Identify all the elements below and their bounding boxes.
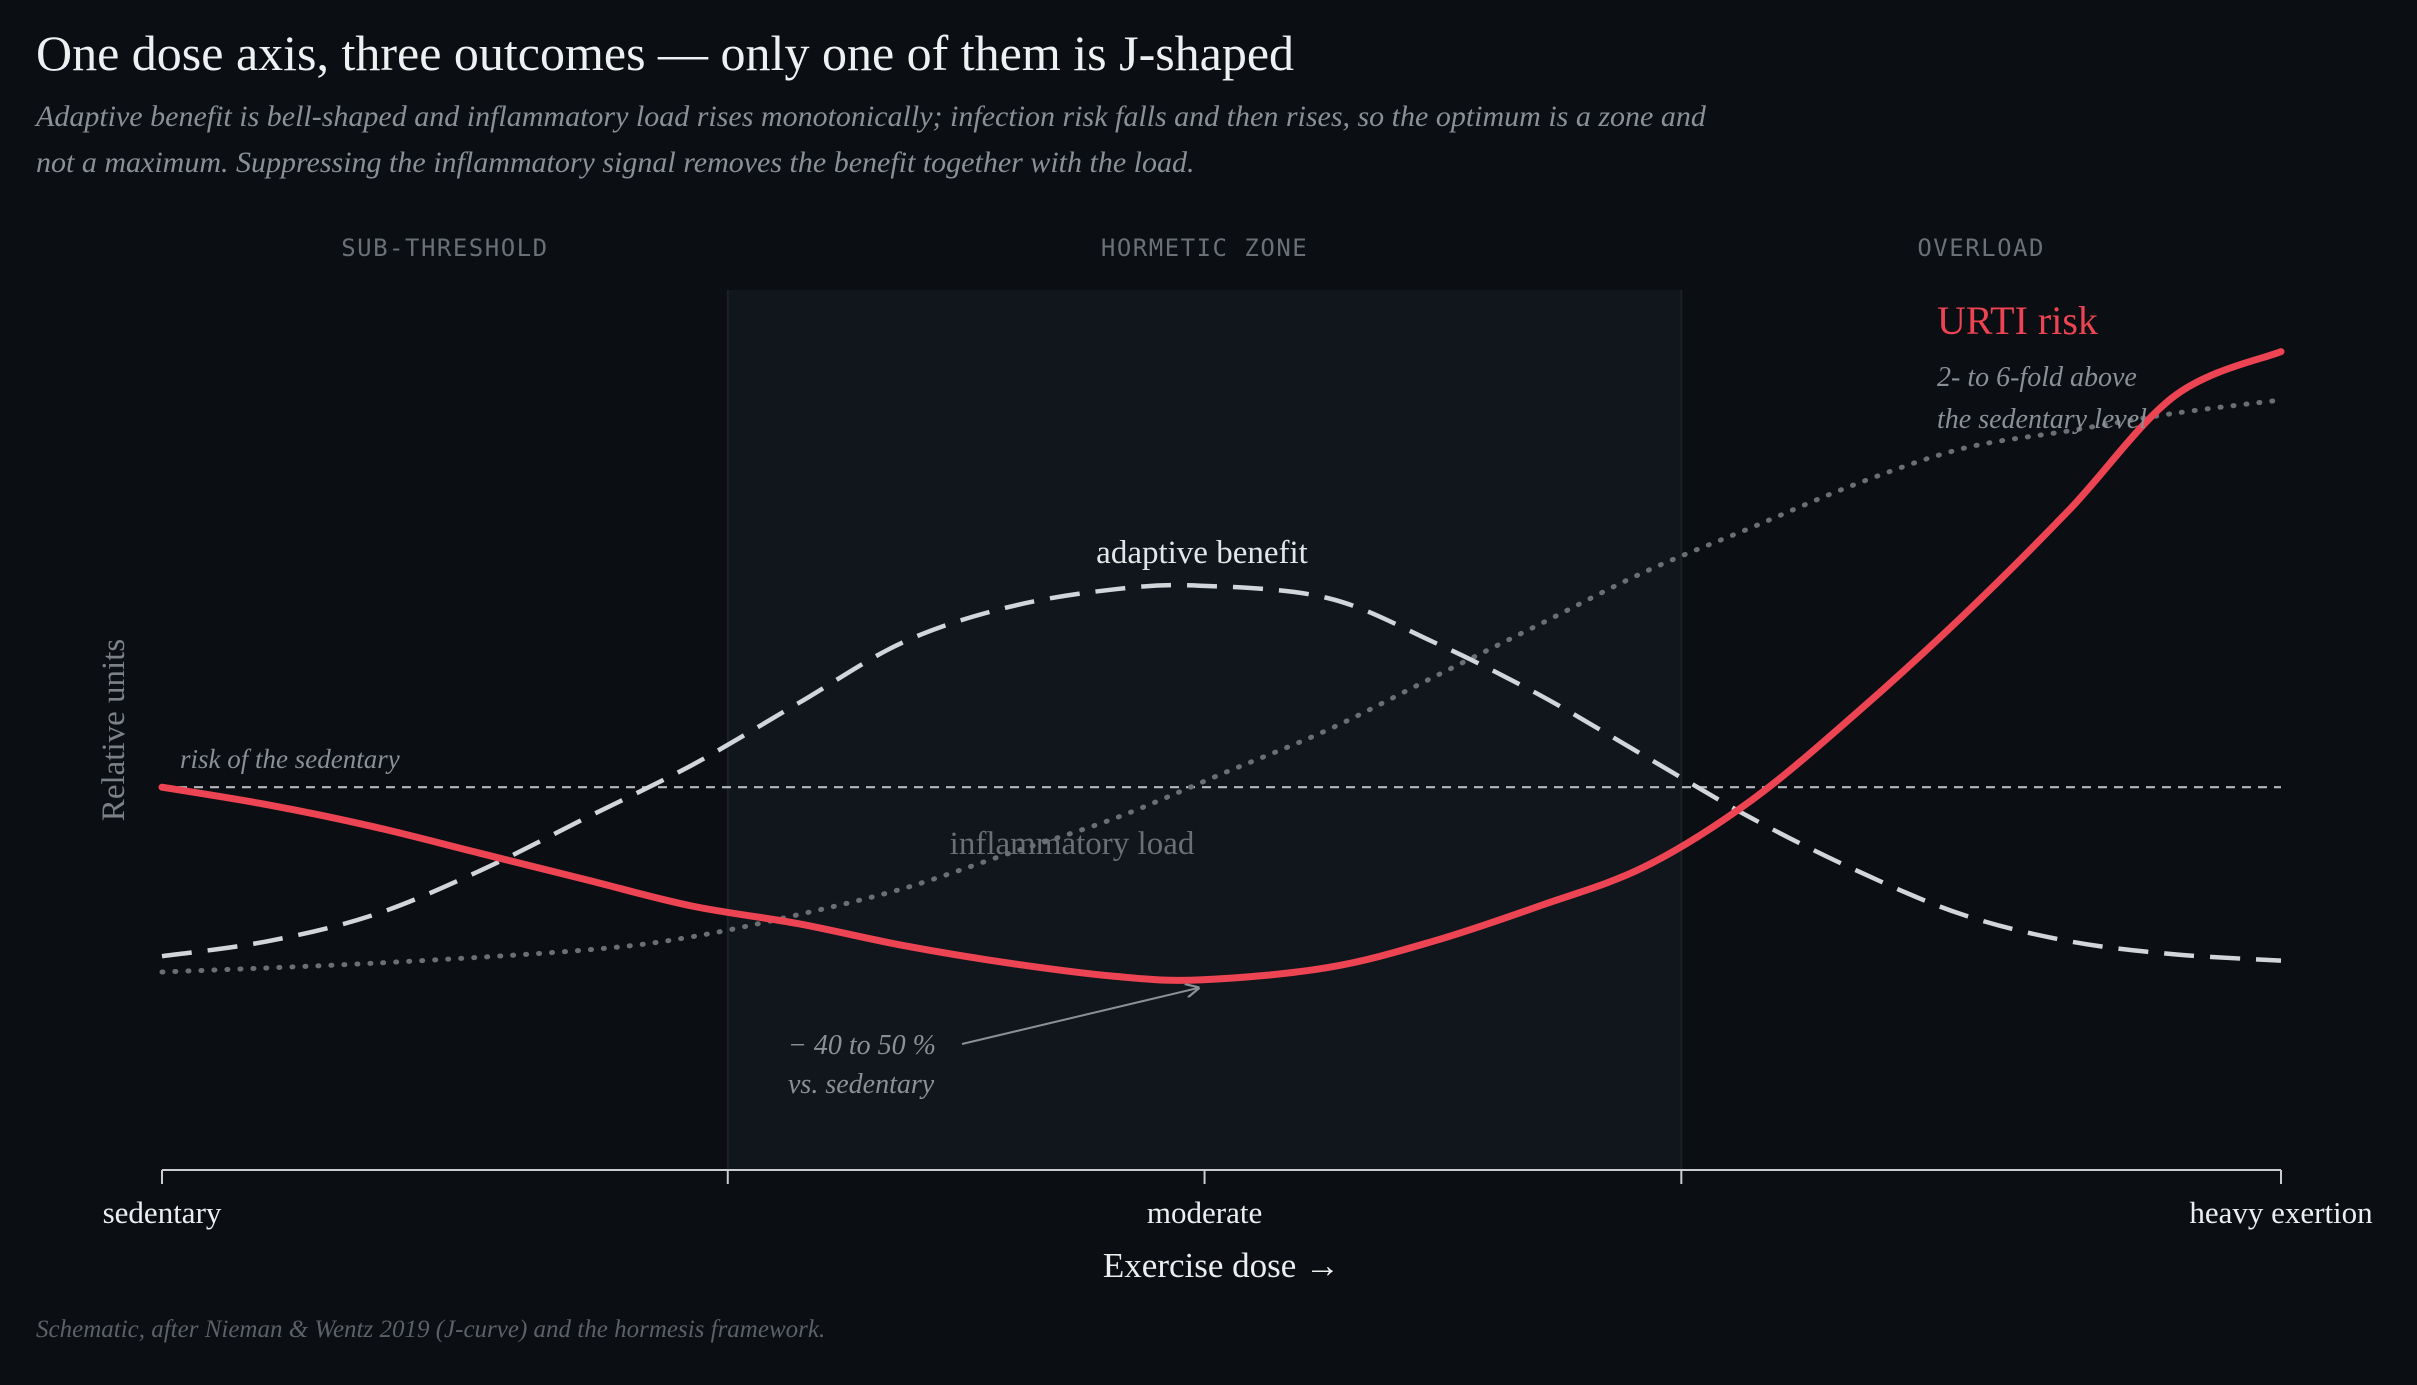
zone-label-hormetic-zone: HORMETIC ZONE: [1101, 234, 1308, 262]
series-label-inflammatory-load: inflammatory load: [950, 826, 1195, 862]
x-tick-label: moderate: [1147, 1195, 1262, 1230]
series-line-adaptive-benefit: [161, 582, 2282, 963]
baseline-label: risk of the sedentary: [180, 744, 400, 774]
series-line-urti-risk: [158, 348, 2285, 984]
zone-band-hormetic-zone: [727, 290, 1682, 1170]
chart-subtitle: Adaptive benefit is bell-shaped and infl…: [36, 100, 1706, 179]
y-axis-label: Relative units: [96, 639, 132, 821]
zone-label-overload: OVERLOAD: [1917, 234, 2045, 262]
urti-risk-note: 2- to 6-fold above: [1937, 362, 2137, 393]
x-tick-label: heavy exertion: [2189, 1195, 2373, 1230]
chart-title: One dose axis, three outcomes — only one…: [36, 25, 1295, 81]
series-label-urti-risk: URTI risk: [1937, 298, 2098, 343]
chart-footnote: Schematic, after Nieman & Wentz 2019 (J-…: [36, 1316, 826, 1343]
annotation-arrow: [961, 988, 1198, 1045]
zone-label-sub-threshold: SUB-THRESHOLD: [341, 234, 548, 262]
x-axis-label: Exercise dose →: [1103, 1246, 1340, 1285]
annotation-text: vs. sedentary: [788, 1069, 935, 1100]
annotation-text: − 40 to 50 %: [788, 1030, 936, 1061]
series-line-inflammatory-load: [159, 397, 2284, 975]
x-tick-label: sedentary: [103, 1195, 222, 1230]
series-label-adaptive-benefit: adaptive benefit: [1096, 535, 1308, 571]
urti-risk-note: the sedentary level: [1937, 404, 2147, 435]
